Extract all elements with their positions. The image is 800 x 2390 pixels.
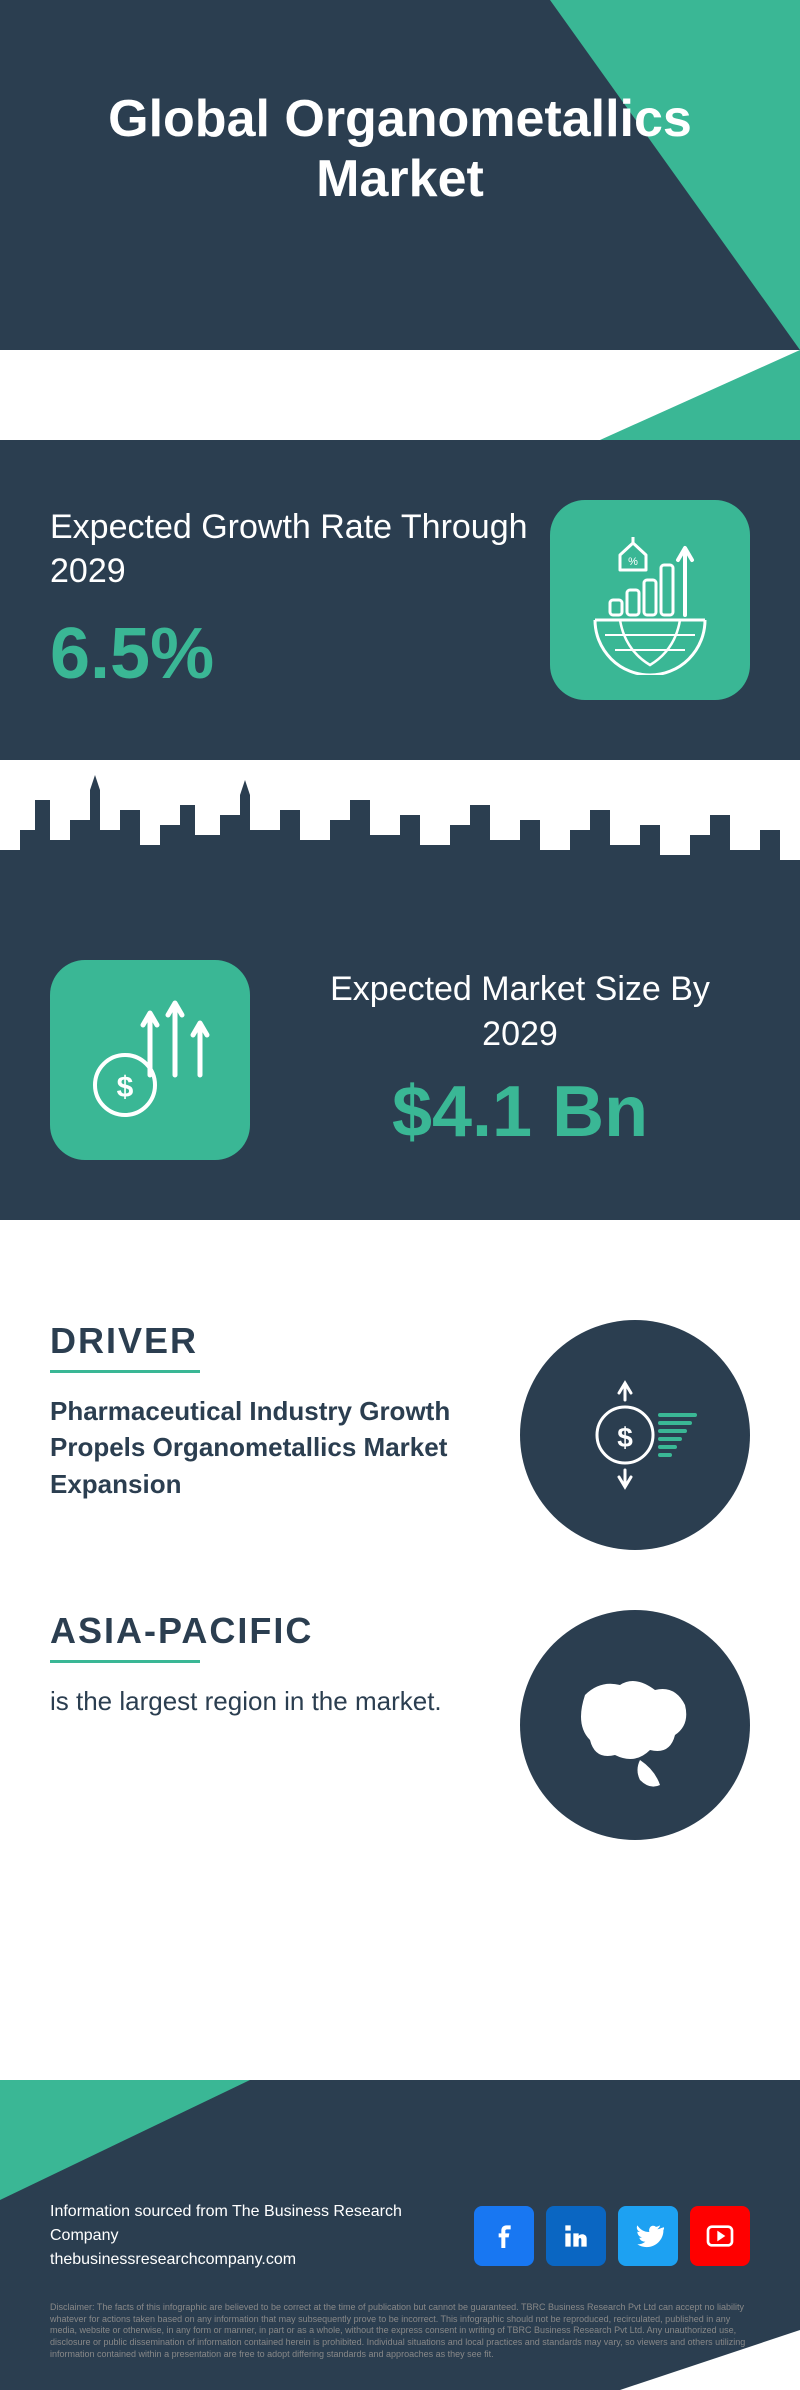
twitter-icon[interactable] <box>618 2206 678 2266</box>
market-size-value: $4.1 Bn <box>290 1071 750 1153</box>
market-size-label: Expected Market Size By 2029 <box>290 967 750 1055</box>
region-row: ASIA-PACIFIC is the largest region in th… <box>50 1610 750 1840</box>
skyline-divider <box>0 760 800 900</box>
market-size-section: $ Expected Market Size By 2029 $4.1 Bn <box>0 900 800 1220</box>
svg-text:%: % <box>628 556 638 568</box>
header: Global Organometallics Market <box>0 0 800 440</box>
social-icons <box>474 2206 750 2266</box>
growth-rate-section: Expected Growth Rate Through 2029 6.5% % <box>0 440 800 760</box>
footer: Information sourced from The Business Re… <box>0 2080 800 2390</box>
youtube-icon[interactable] <box>690 2206 750 2266</box>
footer-source: Information sourced from The Business Re… <box>50 2200 474 2272</box>
region-desc: is the largest region in the market. <box>50 1683 480 1719</box>
region-title: ASIA-PACIFIC <box>50 1610 480 1652</box>
growth-label: Expected Growth Rate Through 2029 <box>50 505 550 593</box>
facebook-icon[interactable] <box>474 2206 534 2266</box>
page-title: Global Organometallics Market <box>50 90 750 210</box>
globe-map-icon <box>520 1610 750 1840</box>
market-size-icon: $ <box>50 960 250 1160</box>
linkedin-icon[interactable] <box>546 2206 606 2266</box>
info-section: DRIVER Pharmaceutical Industry Growth Pr… <box>0 1290 800 1960</box>
svg-text:$: $ <box>617 1422 633 1453</box>
driver-title: DRIVER <box>50 1320 480 1362</box>
svg-text:$: $ <box>117 1071 134 1104</box>
growth-chart-icon: % <box>550 500 750 700</box>
driver-row: DRIVER Pharmaceutical Industry Growth Pr… <box>50 1320 750 1550</box>
dollar-exchange-icon: $ <box>520 1320 750 1550</box>
disclaimer: Disclaimer: The facts of this infographi… <box>50 2302 750 2360</box>
growth-value: 6.5% <box>50 613 550 695</box>
driver-desc: Pharmaceutical Industry Growth Propels O… <box>50 1393 480 1502</box>
